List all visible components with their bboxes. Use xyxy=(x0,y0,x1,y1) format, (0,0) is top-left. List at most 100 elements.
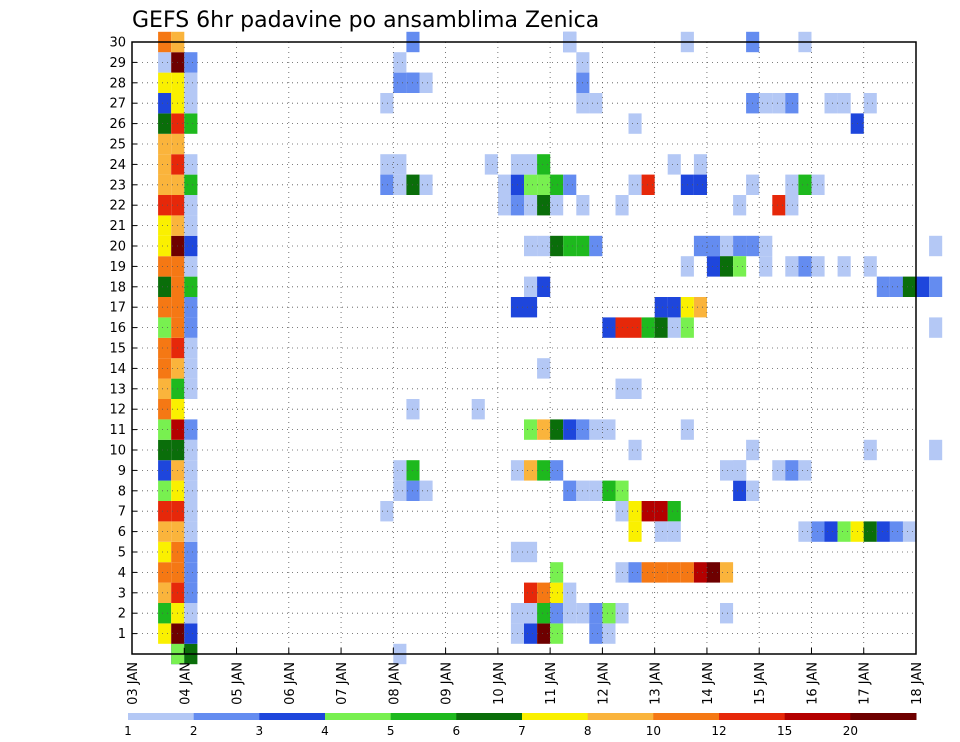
heatmap-cell xyxy=(628,562,642,583)
heatmap-cell xyxy=(380,154,394,175)
heatmap-cell xyxy=(733,460,747,481)
heatmap-cell xyxy=(759,93,773,114)
heatmap-cell xyxy=(798,256,812,277)
heatmap-cell xyxy=(524,154,538,175)
heatmap-cell xyxy=(393,174,407,195)
x-tick-label: 03 JAN xyxy=(126,662,141,705)
colorbar-segment xyxy=(128,713,195,720)
heatmap-cell xyxy=(158,501,172,522)
heatmap-cell xyxy=(902,276,916,297)
x-tick-label: 12 JAN xyxy=(596,662,611,705)
heatmap-cell xyxy=(184,72,198,93)
heatmap-cell xyxy=(706,256,720,277)
heatmap-cell xyxy=(184,215,198,236)
heatmap-cell xyxy=(184,603,198,624)
heatmap-cell xyxy=(184,521,198,542)
y-tick-label: 7 xyxy=(118,505,126,520)
heatmap-cell xyxy=(863,521,877,542)
heatmap-cell xyxy=(158,174,172,195)
heatmap-cell xyxy=(184,501,198,522)
heatmap-cell xyxy=(889,521,903,542)
heatmap-cell xyxy=(537,174,551,195)
heatmap-cell xyxy=(524,541,538,563)
y-tick-label: 20 xyxy=(109,240,126,255)
heatmap-cell xyxy=(158,623,172,644)
heatmap-cell xyxy=(158,154,172,175)
heatmap-cell xyxy=(902,521,916,542)
heatmap-cell xyxy=(184,460,198,481)
heatmap-cell xyxy=(184,358,198,379)
heatmap-cell xyxy=(550,623,564,644)
heatmap-cell xyxy=(158,480,172,501)
heatmap-cell xyxy=(158,93,172,114)
heatmap-cell xyxy=(785,174,799,195)
heatmap-cell xyxy=(158,358,172,379)
heatmap-cell xyxy=(524,195,538,216)
y-tick-label: 23 xyxy=(109,178,126,193)
heatmap-cell xyxy=(837,521,851,542)
heatmap-cell xyxy=(158,256,172,277)
heatmap-cell xyxy=(563,419,577,440)
heatmap-cell xyxy=(628,317,642,338)
x-tick-label: 06 JAN xyxy=(283,662,298,705)
heatmap-cell xyxy=(184,256,198,277)
heatmap-cell xyxy=(602,603,616,624)
heatmap-cell xyxy=(537,419,551,440)
heatmap-cell xyxy=(158,460,172,481)
chart-title: GEFS 6hr padavine po ansamblima Zenica xyxy=(132,8,599,33)
colorbar-segment xyxy=(390,713,457,720)
x-tick-label: 10 JAN xyxy=(492,662,507,705)
heatmap-cell xyxy=(184,297,198,318)
colorbar-label: 4 xyxy=(321,724,329,738)
heatmap-cell xyxy=(393,480,407,501)
y-tick-label: 18 xyxy=(109,280,126,295)
y-tick-label: 8 xyxy=(118,484,126,499)
y-tick-label: 27 xyxy=(109,97,126,112)
colorbar-segment xyxy=(587,713,654,720)
heatmap-cell xyxy=(537,235,551,257)
x-tick-label: 07 JAN xyxy=(335,662,350,705)
x-tick-label: 16 JAN xyxy=(805,662,820,705)
heatmap-cell xyxy=(184,93,198,114)
heatmap-cell xyxy=(811,521,825,542)
heatmap-cell xyxy=(654,501,668,522)
x-tick-label: 08 JAN xyxy=(387,662,402,705)
heatmap-cell xyxy=(589,235,603,257)
heatmap-cell xyxy=(654,521,668,542)
heatmap-cell xyxy=(563,480,577,501)
heatmap-cell xyxy=(667,154,681,175)
heatmap-cell xyxy=(537,154,551,175)
colorbar-label: 10 xyxy=(646,724,661,738)
heatmap-cell xyxy=(641,174,655,195)
heatmap-cell xyxy=(158,276,172,297)
heatmap-cell xyxy=(929,276,943,297)
colorbar-label: 2 xyxy=(190,724,198,738)
heatmap-cell xyxy=(524,603,538,624)
heatmap-cell xyxy=(785,195,799,216)
heatmap-cell xyxy=(929,317,943,338)
heatmap-cell xyxy=(158,419,172,440)
y-tick-label: 19 xyxy=(109,260,126,275)
heatmap-cell xyxy=(837,93,851,114)
heatmap-cell xyxy=(550,603,564,624)
colorbar: 1 2 3 4 5 6 7 8 10 12 15 20 xyxy=(124,713,917,738)
heatmap-cell xyxy=(184,52,198,73)
heatmap-cell xyxy=(524,297,538,318)
y-axis-ticks: 1234567891011121314151617181920212223242… xyxy=(109,36,137,642)
heatmap-cell xyxy=(158,541,172,563)
heatmap-cell xyxy=(929,439,943,461)
heatmap-cell xyxy=(563,603,577,624)
y-tick-label: 30 xyxy=(109,36,126,51)
heatmap-cell xyxy=(524,174,538,195)
y-tick-label: 22 xyxy=(109,199,126,214)
heatmap-cell xyxy=(589,480,603,501)
heatmap-cell xyxy=(158,582,172,603)
heatmap-cell xyxy=(393,460,407,481)
heatmap-cell xyxy=(184,439,198,461)
heatmap-cell xyxy=(720,256,734,277)
colorbar-segment xyxy=(719,713,786,720)
heatmap-cell xyxy=(589,93,603,114)
heatmap-cell xyxy=(184,562,198,583)
y-tick-label: 6 xyxy=(118,525,126,540)
